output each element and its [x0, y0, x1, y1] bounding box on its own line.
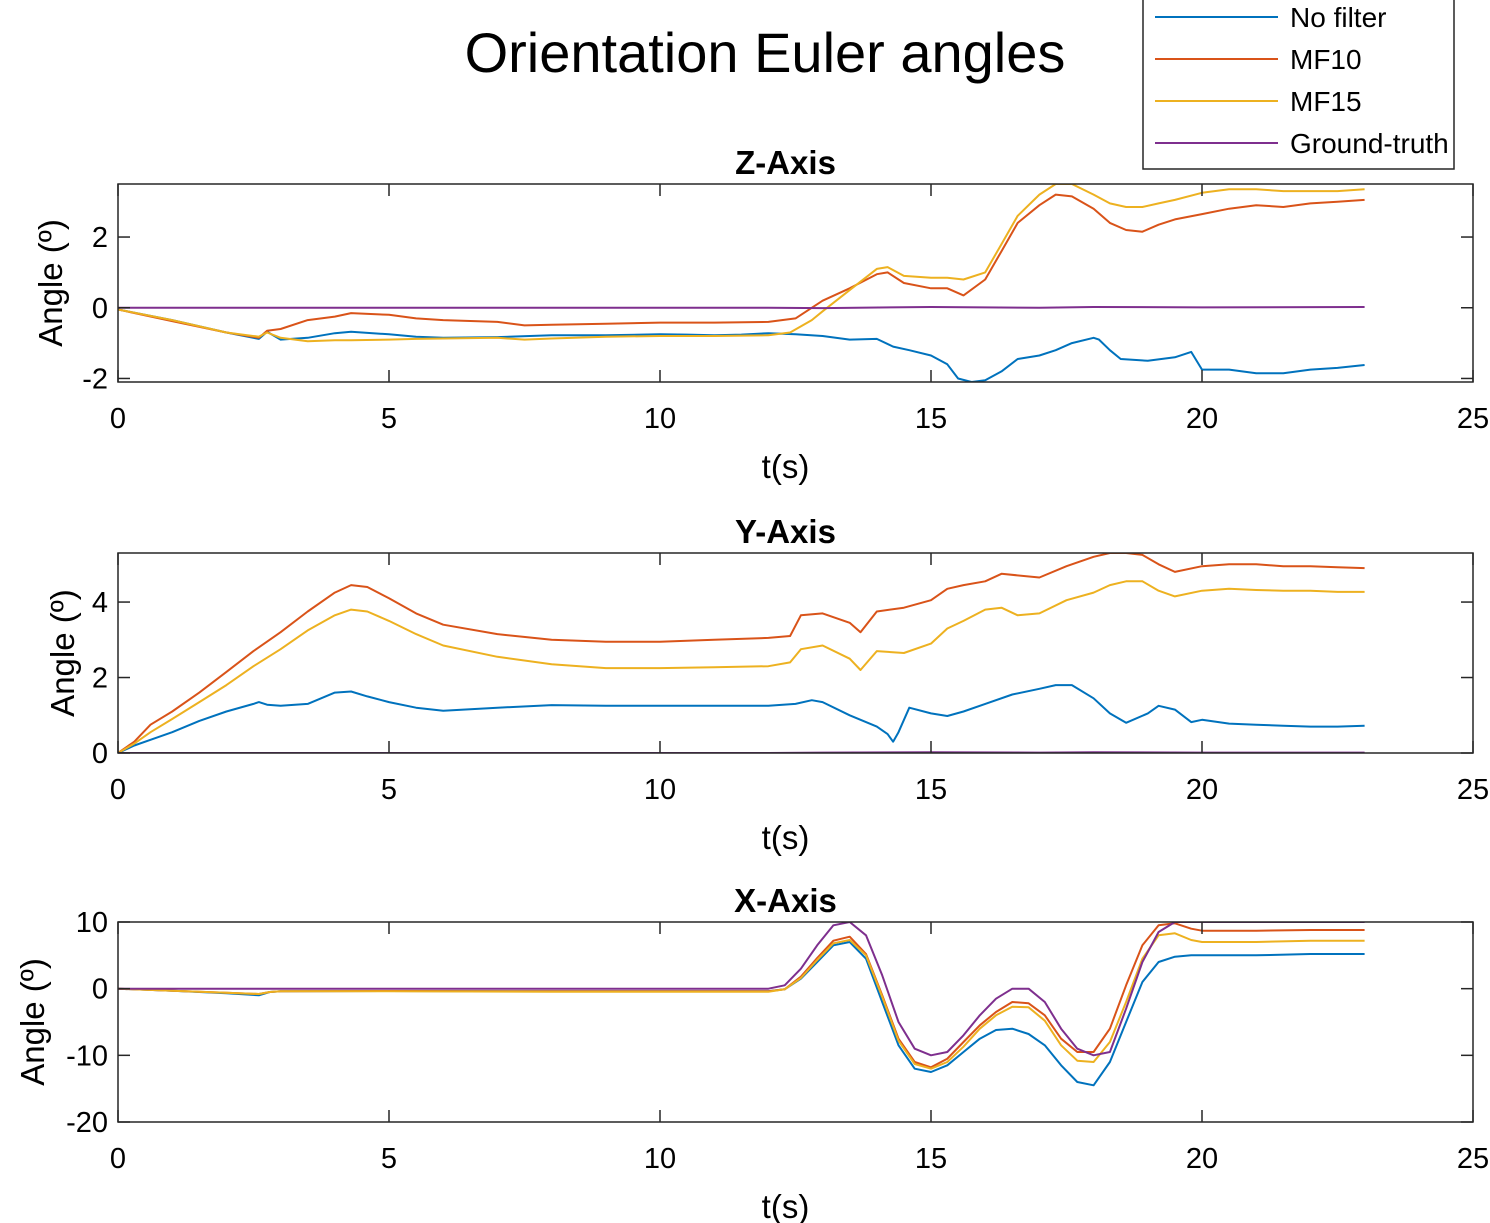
- x-tick-label: 10: [644, 1143, 676, 1175]
- y-tick-label: -10: [66, 1040, 108, 1072]
- x-tick-label: 0: [110, 774, 126, 806]
- legend-label: No filter: [1290, 2, 1386, 33]
- subplot-y-axis: 0 5 10 15 20 25 0 2 4 Y-Axis t(s) Angle (º): [44, 513, 1489, 856]
- y-tick-label: 2: [92, 222, 108, 254]
- axes-box: [117, 552, 1474, 754]
- series-line-no-filter: [118, 684, 1365, 753]
- y-tick-label: -2: [82, 363, 108, 395]
- x-tick-label: 20: [1186, 403, 1218, 435]
- series-line-no-filter: [118, 308, 1365, 382]
- x-tick-label: 5: [381, 774, 397, 806]
- y-tick-label: 0: [92, 974, 108, 1006]
- y-tick-label: 4: [92, 587, 108, 619]
- subplot-title: X-Axis: [734, 882, 837, 919]
- x-tick-label: 10: [644, 774, 676, 806]
- x-tick-label: 15: [915, 774, 947, 806]
- series-line-mf15: [118, 580, 1365, 753]
- subplot-x-axis: 0 5 10 15 20 25 -20 -10 0 10 X-Axis t(s) Angle (º): [14, 882, 1489, 1223]
- x-tick-label: 25: [1457, 1143, 1489, 1175]
- y-tick-label: 10: [76, 907, 108, 939]
- x-tick-label: 20: [1186, 774, 1218, 806]
- series-group: [118, 922, 1365, 1087]
- subplot-title: Z-Axis: [735, 144, 836, 181]
- axes-box: [117, 921, 1474, 1123]
- subplot-title: Y-Axis: [735, 513, 836, 550]
- y-tick-label: -20: [66, 1107, 108, 1139]
- x-axis-label: t(s): [762, 448, 810, 485]
- figure-title: Orientation Euler angles: [465, 21, 1066, 84]
- x-tick-label: 10: [644, 403, 676, 435]
- legend-label: Ground-truth: [1290, 128, 1449, 159]
- x-tick-label: 5: [381, 403, 397, 435]
- x-axis-label: t(s): [762, 819, 810, 856]
- x-tick-label: 25: [1457, 774, 1489, 806]
- x-tick-label: 0: [110, 403, 126, 435]
- legend-label: MF10: [1290, 44, 1362, 75]
- series-line-ground-truth: [118, 922, 1365, 1057]
- y-tick-label: 2: [92, 663, 108, 695]
- x-tick-label: 0: [110, 1143, 126, 1175]
- x-axis-label: t(s): [762, 1188, 810, 1223]
- legend-label: MF15: [1290, 86, 1362, 117]
- series-group: [118, 184, 1365, 382]
- series-line-mf10: [118, 193, 1365, 339]
- y-tick-label: 0: [92, 293, 108, 325]
- y-axis-label: Angle (º): [44, 589, 81, 717]
- x-tick-label: 20: [1186, 1143, 1218, 1175]
- x-tick-label: 5: [381, 1143, 397, 1175]
- y-axis-label: Angle (º): [32, 219, 69, 347]
- y-axis-label: Angle (º): [14, 958, 51, 1086]
- y-tick-label: 0: [92, 738, 108, 770]
- series-line-ground-truth: [118, 306, 1365, 310]
- legend: No filter MF10 MF15 Ground-truth: [1142, 0, 1455, 170]
- x-tick-label: 25: [1457, 403, 1489, 435]
- x-tick-label: 15: [915, 1143, 947, 1175]
- series-line-mf10: [118, 553, 1365, 753]
- axes-box: [117, 183, 1474, 383]
- x-tick-label: 15: [915, 403, 947, 435]
- series-line-mf15: [118, 184, 1365, 343]
- legend-box: [1142, 0, 1455, 170]
